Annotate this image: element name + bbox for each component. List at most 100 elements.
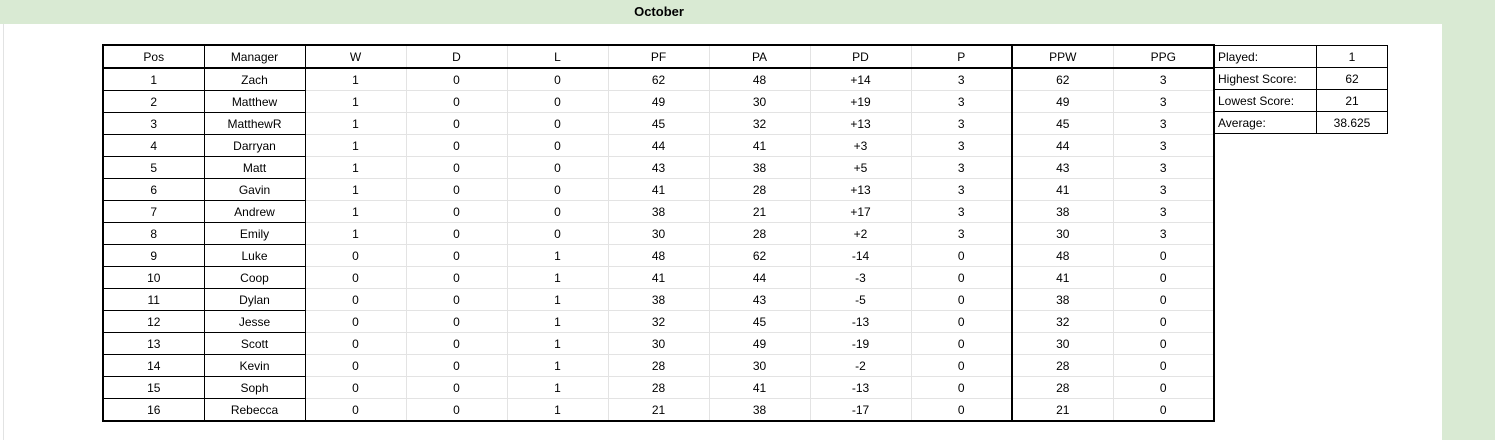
cell-pos[interactable]: 9 [102,244,205,267]
cell-ppw[interactable]: 28 [1011,354,1114,377]
cell-l[interactable]: 1 [506,376,609,399]
cell-ppg[interactable]: 0 [1112,244,1215,267]
cell-pa[interactable]: 49 [708,332,811,355]
cell-l[interactable]: 1 [506,244,609,267]
header-ppg[interactable]: PPG [1112,44,1215,69]
cell-d[interactable]: 0 [405,244,508,267]
cell-l[interactable]: 0 [506,112,609,135]
cell-pd[interactable]: +14 [809,67,912,91]
cell-ppw[interactable]: 48 [1011,244,1114,267]
cell-manager[interactable]: Gavin [203,178,306,201]
cell-ppg[interactable]: 0 [1112,266,1215,289]
cell-pa[interactable]: 38 [708,156,811,179]
cell-p[interactable]: 3 [910,156,1013,179]
cell-pd[interactable]: +13 [809,178,912,201]
cell-p[interactable]: 3 [910,222,1013,245]
cell-pd[interactable]: +19 [809,90,912,113]
cell-d[interactable]: 0 [405,134,508,157]
cell-pd[interactable]: -3 [809,266,912,289]
cell-pa[interactable]: 38 [708,398,811,422]
cell-pd[interactable]: -13 [809,376,912,399]
cell-manager[interactable]: Coop [203,266,306,289]
cell-pf[interactable]: 32 [607,310,710,333]
cell-p[interactable]: 0 [910,244,1013,267]
cell-pos[interactable]: 12 [102,310,205,333]
cell-l[interactable]: 1 [506,288,609,311]
cell-pd[interactable]: -14 [809,244,912,267]
cell-pf[interactable]: 41 [607,266,710,289]
cell-manager[interactable]: Zach [203,67,306,91]
cell-ppg[interactable]: 0 [1112,398,1215,422]
cell-ppw[interactable]: 41 [1011,178,1114,201]
cell-manager[interactable]: Matthew [203,90,306,113]
cell-w[interactable]: 1 [304,222,407,245]
cell-ppw[interactable]: 43 [1011,156,1114,179]
cell-d[interactable]: 0 [405,354,508,377]
cell-pd[interactable]: -17 [809,398,912,422]
cell-d[interactable]: 0 [405,178,508,201]
cell-ppg[interactable]: 3 [1112,156,1215,179]
cell-pos[interactable]: 10 [102,266,205,289]
cell-pd[interactable]: -5 [809,288,912,311]
cell-d[interactable]: 0 [405,398,508,422]
cell-d[interactable]: 0 [405,288,508,311]
cell-w[interactable]: 0 [304,398,407,422]
cell-pf[interactable]: 45 [607,112,710,135]
cell-ppg[interactable]: 3 [1112,90,1215,113]
cell-ppg[interactable]: 3 [1112,178,1215,201]
cell-l[interactable]: 0 [506,178,609,201]
cell-p[interactable]: 0 [910,266,1013,289]
cell-ppw[interactable]: 38 [1011,288,1114,311]
cell-pos[interactable]: 4 [102,134,205,157]
cell-w[interactable]: 0 [304,310,407,333]
cell-pa[interactable]: 32 [708,112,811,135]
header-pa[interactable]: PA [708,44,811,69]
cell-d[interactable]: 0 [405,266,508,289]
cell-w[interactable]: 1 [304,178,407,201]
cell-pa[interactable]: 28 [708,178,811,201]
cell-pos[interactable]: 7 [102,200,205,223]
cell-ppg[interactable]: 0 [1112,332,1215,355]
cell-pd[interactable]: +13 [809,112,912,135]
cell-manager[interactable]: Scott [203,332,306,355]
cell-d[interactable]: 0 [405,67,508,91]
cell-pf[interactable]: 30 [607,332,710,355]
cell-w[interactable]: 0 [304,354,407,377]
cell-ppw[interactable]: 62 [1011,67,1114,91]
cell-p[interactable]: 0 [910,376,1013,399]
cell-d[interactable]: 0 [405,332,508,355]
cell-l[interactable]: 0 [506,90,609,113]
cell-d[interactable]: 0 [405,200,508,223]
cell-w[interactable]: 1 [304,134,407,157]
cell-pa[interactable]: 62 [708,244,811,267]
cell-pa[interactable]: 48 [708,67,811,91]
cell-p[interactable]: 0 [910,288,1013,311]
cell-pos[interactable]: 8 [102,222,205,245]
cell-pf[interactable]: 28 [607,354,710,377]
cell-pa[interactable]: 44 [708,266,811,289]
stat-value[interactable]: 62 [1316,67,1388,90]
cell-pos[interactable]: 3 [102,112,205,135]
cell-w[interactable]: 0 [304,244,407,267]
cell-l[interactable]: 1 [506,332,609,355]
cell-pa[interactable]: 30 [708,354,811,377]
cell-pos[interactable]: 5 [102,156,205,179]
cell-pa[interactable]: 43 [708,288,811,311]
cell-pa[interactable]: 41 [708,376,811,399]
cell-pf[interactable]: 30 [607,222,710,245]
header-ppw[interactable]: PPW [1011,44,1114,69]
cell-pd[interactable]: -13 [809,310,912,333]
cell-pf[interactable]: 44 [607,134,710,157]
cell-ppg[interactable]: 0 [1112,354,1215,377]
cell-w[interactable]: 1 [304,67,407,91]
cell-pos[interactable]: 13 [102,332,205,355]
cell-p[interactable]: 3 [910,67,1013,91]
cell-pos[interactable]: 6 [102,178,205,201]
cell-pa[interactable]: 21 [708,200,811,223]
cell-w[interactable]: 1 [304,90,407,113]
cell-pos[interactable]: 1 [102,67,205,91]
cell-manager[interactable]: Andrew [203,200,306,223]
cell-pd[interactable]: +2 [809,222,912,245]
cell-ppw[interactable]: 41 [1011,266,1114,289]
cell-manager[interactable]: Emily [203,222,306,245]
